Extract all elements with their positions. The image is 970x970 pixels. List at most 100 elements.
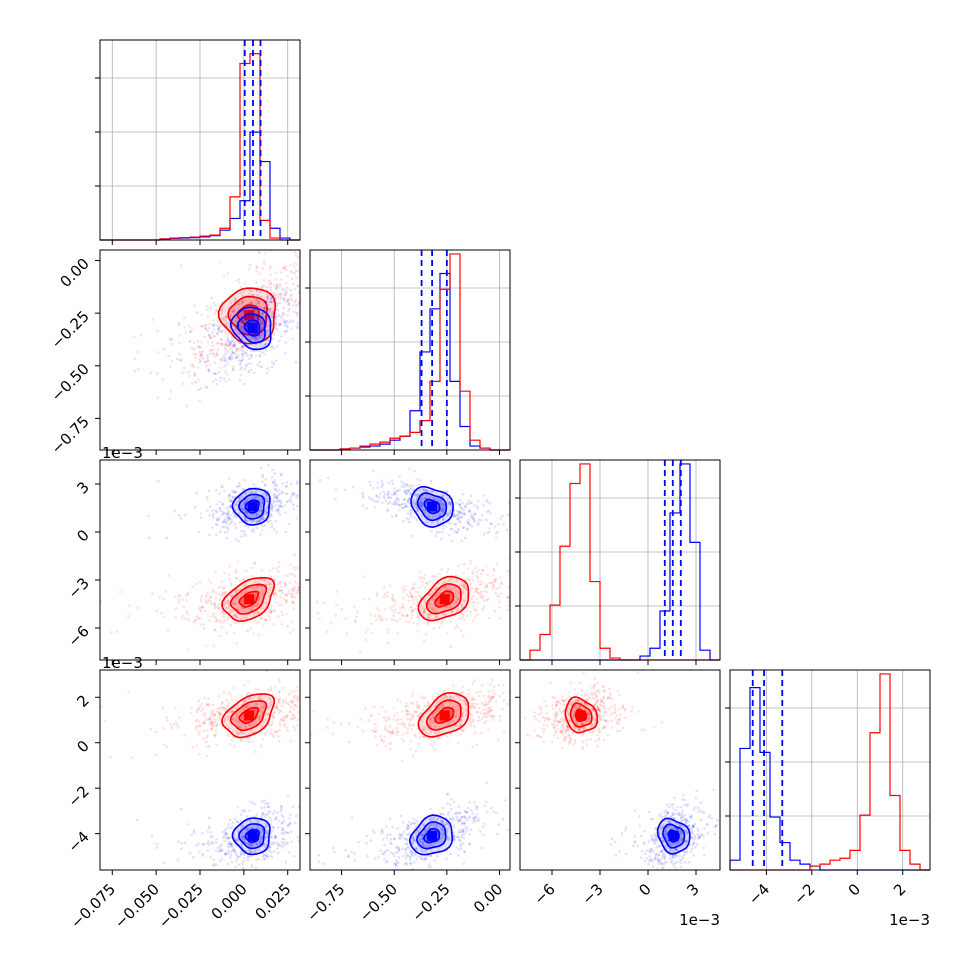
scatter-point [268,267,272,270]
scatter-point [249,362,253,365]
scatter-point [266,295,270,299]
scatter-point [486,702,489,706]
scatter-point [270,322,274,326]
scatter-point [213,335,216,338]
scatter-point [233,850,236,854]
scatter-point [211,709,215,712]
scatter-point [220,312,224,315]
scatter-point [260,836,264,840]
scatter-point [461,493,465,496]
scatter-point [227,825,231,829]
scatter-point [279,504,282,508]
scatter-point [479,594,482,598]
scatter-point [418,489,421,492]
scatter-point [254,496,257,500]
scatter-point [294,360,298,364]
scatter-point [475,702,479,706]
scatter-point [207,368,211,371]
scatter-point [249,723,253,727]
scatter-point [261,480,264,484]
scatter-point [434,514,438,518]
scatter-point [254,687,257,691]
scatter-point [459,842,463,846]
scatter-point [291,491,295,495]
scatter-point [446,735,449,738]
scatter-point [260,585,264,588]
scatter-point [463,536,467,540]
scatter-point [367,597,371,601]
scatter-point [213,628,216,632]
scatter-point [473,609,477,612]
scatter-point [234,576,238,580]
scatter-point [433,725,437,728]
scatter-point [496,832,499,836]
scatter-point [293,596,297,599]
scatter-point [267,810,271,813]
scatter-point [441,820,445,824]
scatter-point [388,500,392,504]
scatter-point [373,730,376,733]
scatter-point [270,296,273,300]
scatter-point [287,303,290,306]
scatter-point [255,289,259,293]
scatter-point [231,710,234,713]
scatter-point [297,256,300,259]
scatter-point [469,610,473,614]
scatter-point [397,856,401,859]
scatter-point [265,730,269,733]
scatter-point [222,592,226,595]
panel-background [310,460,510,660]
scatter-point [369,497,373,501]
scatter-point [217,603,221,606]
scatter-point [488,697,492,700]
scatter-point [217,607,221,611]
scatter-point [443,502,446,506]
density-peak-red [244,310,255,321]
scatter-point [405,855,409,858]
scatter-point [453,626,457,630]
scatter-point [459,506,463,509]
scatter-point [501,691,505,695]
scatter-point [223,591,226,594]
scatter-point [271,714,275,717]
scatter-point [446,512,450,516]
scatter-point [432,715,435,718]
scatter-point [233,335,237,339]
scatter-point [258,350,262,353]
scatter-point [245,828,248,832]
scatter-point [220,849,223,853]
scatter-point [292,310,295,313]
scatter-point [260,568,264,572]
scatter-point [275,705,279,709]
scatter-point [239,362,242,365]
scatter-point [240,843,244,846]
scatter-point [419,571,423,574]
scatter-point [228,340,231,344]
scatter-point [278,680,281,684]
scatter-point [239,824,243,828]
scatter-point [405,505,408,508]
scatter-point [275,271,279,274]
histogram-panel-2 [515,459,721,661]
scatter-point [250,491,253,494]
scatter-point [228,727,231,730]
scatter-point [277,244,280,247]
scatter-point [205,740,208,744]
scatter-point [504,799,507,802]
scatter-point [229,608,233,612]
scatter-point [420,515,424,518]
scatter-point [272,501,276,504]
scatter-point [193,371,196,375]
scatter-point [289,295,293,298]
scatter-point [249,855,252,859]
scatter-point [475,808,479,811]
scatter-point [408,719,412,722]
scatter-point [278,589,282,592]
scatter-point [437,530,441,534]
scatter-point [273,308,276,312]
scatter-point [228,517,231,521]
scatter-point [386,860,389,863]
scatter-point [460,507,463,510]
scatter-point [255,281,258,285]
scatter-point [441,696,444,700]
